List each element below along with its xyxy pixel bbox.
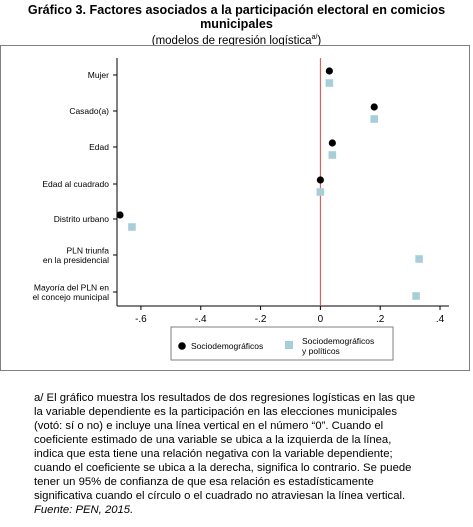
x-tick-label: -.2 [255,314,267,325]
point-sociodemograficos-politicos [412,292,420,300]
source-note: Fuente: PEN, 2015. [34,504,134,516]
y-tick-label: Mujer [88,70,109,80]
x-tick-label: 0 [318,314,324,325]
point-sociodemograficos [370,103,378,111]
y-tick-label: Mayoría del PLN en [34,282,109,292]
footnote-line: cuando el coeficiente se ubica a la dere… [34,462,412,474]
point-sociodemograficos-politicos [328,151,337,159]
chart-title-line-2: municipales [200,17,273,31]
point-sociodemograficos-politicos [325,79,334,87]
legend-marker-square [285,341,293,349]
chart-subtitle: (modelos de regresión logísticaa/) [0,31,473,48]
footnote-line: tener un 95% de confianza de que esa rel… [34,476,374,488]
y-tick-label: Distrito urbano [54,214,110,224]
plot-area [117,58,449,306]
coefficient-plot: Mujer Casado(a) Edad Edad al cuadrado Distri… [32,58,449,361]
y-tick-label: Casado(a) [69,106,109,116]
point-sociodemograficos-politicos [415,255,423,263]
legend-label: Sociodemográficos [302,336,374,346]
point-sociodemograficos-politicos [128,223,136,231]
footnote-line: coeficiente estimado de una variable se … [34,434,392,446]
subtitle-text: (modelos de regresión logística [151,34,312,47]
subtitle-footnote-mark: a/ [311,34,318,41]
legend-marker-circle [178,342,186,350]
point-sociodemograficos [316,176,324,184]
y-tick-label: Edad [89,142,109,152]
x-tick-label: -.6 [135,314,147,325]
point-sociodemograficos-politicos [316,188,325,196]
chart-title-line-1: Gráfico 3. Factores asociados a la parti… [27,3,446,17]
footnote-line: significativa cuando el círculo o el cua… [34,490,406,502]
legend-label: Sociodemográficos [191,341,263,351]
footnote-line: (votó: sí o no) e incluye una línea vert… [34,420,384,432]
point-sociodemograficos [325,67,333,75]
footnote-line: a/ El gráfico muestra los resultados de … [34,392,416,404]
y-tick-label: Edad al cuadrado [42,179,109,189]
subtitle-close: ) [317,34,322,47]
footnote: a/ El gráfico muestra los resultados de … [34,391,466,517]
x-tick-label: -.4 [195,314,207,325]
legend-box [170,326,394,361]
footnote-line: la variable dependiente es la participac… [34,406,397,418]
y-tick-label: el concejo municipal [32,292,109,302]
y-tick-label: PLN triunfa [66,245,109,255]
point-sociodemograficos-politicos [370,115,379,123]
point-sociodemograficos [116,211,124,219]
chart-title: Gráfico 3. Factores asociados a la parti… [0,3,473,31]
footnote-line: indica que esta tiene una relación negat… [34,448,393,460]
y-tick-label: en la presidencial [43,255,109,265]
point-sociodemograficos [328,139,336,147]
legend-label: y políticos [302,346,340,356]
x-tick-label: .4 [436,314,445,325]
x-tick-label: .2 [376,314,385,325]
